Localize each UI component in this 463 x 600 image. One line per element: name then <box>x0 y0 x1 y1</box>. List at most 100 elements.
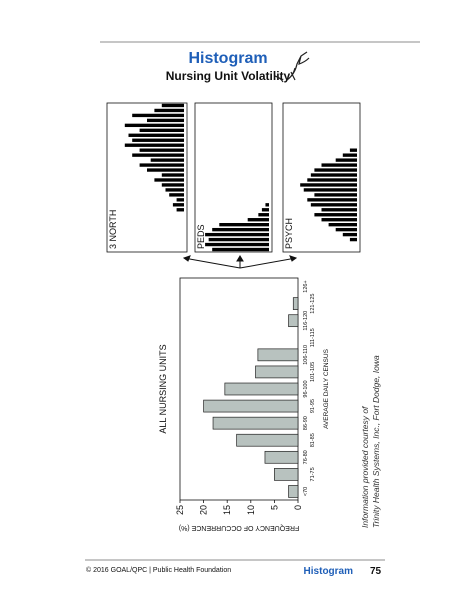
panel-bar <box>139 163 184 167</box>
bar <box>255 365 299 379</box>
panel-bar <box>139 148 184 152</box>
panel-bar <box>139 128 184 132</box>
panel-bar <box>321 208 357 212</box>
panel-bar <box>172 203 184 207</box>
panel-bar <box>176 198 184 202</box>
panel-bar <box>328 223 357 227</box>
panel-bar <box>314 193 357 197</box>
panel-bar <box>342 232 357 237</box>
panel-bar <box>150 158 184 162</box>
panel-bar <box>349 148 357 152</box>
panel-bar <box>342 153 357 157</box>
panel-bar <box>314 213 357 217</box>
panel-bar <box>124 123 184 128</box>
panel-bar <box>321 163 357 167</box>
panel-bar <box>307 198 357 202</box>
panel-bar <box>132 138 184 142</box>
chart-title: ALL NURSING UNITS <box>158 344 168 433</box>
x-axis-title: AVERAGE DAILY CENSUS <box>323 348 330 428</box>
note-line: Information provided courtesy of <box>360 405 370 528</box>
panel-bar <box>205 232 269 237</box>
panel-frame <box>106 102 188 253</box>
panel-bar <box>335 158 357 162</box>
note-line: Trinity Health Systems, Inc., Fort Dodge… <box>371 355 381 528</box>
panel-bar <box>310 203 357 207</box>
panel-bar <box>154 108 184 113</box>
panel-bar <box>303 188 357 192</box>
x-tick-label: 96-100 <box>303 380 309 397</box>
page-subtitle: Nursing Unit Volatility <box>166 69 291 83</box>
bar <box>224 382 299 396</box>
panel-bar <box>161 103 184 108</box>
footer-section: Histogram <box>304 566 354 577</box>
x-tick-label: 101-105 <box>310 362 316 382</box>
x-tick-label: 126+ <box>303 280 309 292</box>
y-tick-label: 25 <box>175 505 185 515</box>
panel-bar <box>169 193 184 197</box>
y-tick-label: 15 <box>222 505 232 515</box>
panel-bar <box>310 173 357 177</box>
arrows <box>182 255 298 269</box>
panel-bar <box>147 118 184 123</box>
bar <box>257 348 299 362</box>
panel-bar <box>208 237 269 242</box>
panel-bar <box>307 178 357 182</box>
panel-bar <box>335 227 357 232</box>
y-axis-title: FREQUENCY OF OCCURRENCE (%) <box>179 524 299 531</box>
y-tick-label: 5 <box>269 505 279 510</box>
panel-bar <box>132 153 184 157</box>
bar <box>288 485 299 498</box>
panel-bar <box>247 218 269 222</box>
footer-credit: © 2016 GOAL/QPC | Public Health Foundati… <box>86 566 231 574</box>
bar <box>288 314 299 328</box>
panel-frame <box>194 102 273 253</box>
x-tick-label: <70 <box>303 487 309 496</box>
bar <box>274 468 299 481</box>
panel-label: PSYCH <box>284 218 294 249</box>
panel-bar <box>321 218 357 222</box>
panel-label: 3 NORTH <box>108 210 118 249</box>
x-tick-label: 76-80 <box>303 450 309 464</box>
panel-bar <box>124 143 184 147</box>
panel-bar <box>349 237 357 242</box>
panel-bar <box>154 178 184 182</box>
x-tick-label: 106-110 <box>303 345 309 365</box>
bar <box>264 450 299 464</box>
unit-panels: 3 NORTH PEDS PSYCH <box>106 102 361 253</box>
panel-label: PEDS <box>196 224 206 249</box>
bar <box>292 297 299 310</box>
panel-frame <box>282 102 361 253</box>
panel-bar <box>258 213 269 217</box>
bar <box>212 416 299 430</box>
y-tick-label: 20 <box>199 505 209 515</box>
panel-bar <box>261 208 269 212</box>
panel-bar <box>165 188 184 192</box>
x-tick-label: 86-90 <box>303 416 309 430</box>
panel-bar <box>265 203 269 207</box>
panel-bar <box>212 227 269 232</box>
bar <box>236 433 299 447</box>
mascot-icon <box>274 51 310 83</box>
panel-bar <box>161 183 184 187</box>
page-number: 75 <box>370 566 382 577</box>
panel-bar <box>314 168 357 172</box>
bar <box>203 399 299 413</box>
panel-bar <box>212 247 269 252</box>
panel-bar <box>147 168 184 172</box>
y-tick-label: 10 <box>246 505 256 515</box>
panel-bar <box>128 133 184 137</box>
x-tick-label: 111-115 <box>310 328 316 347</box>
panel-bar <box>205 242 269 247</box>
page-title: Histogram <box>188 50 267 67</box>
x-tick-label: 81-85 <box>310 433 316 447</box>
panel-bar <box>300 183 357 187</box>
y-tick-label: 0 <box>293 505 303 510</box>
x-tick-label: 91-95 <box>310 399 316 413</box>
x-tick-label: 71-75 <box>310 467 316 481</box>
panel-bar <box>219 223 269 227</box>
x-tick-label: 116-120 <box>303 311 309 331</box>
panel-bar <box>132 113 184 118</box>
panel-bar <box>161 173 184 177</box>
x-tick-label: 121-125 <box>310 294 316 314</box>
